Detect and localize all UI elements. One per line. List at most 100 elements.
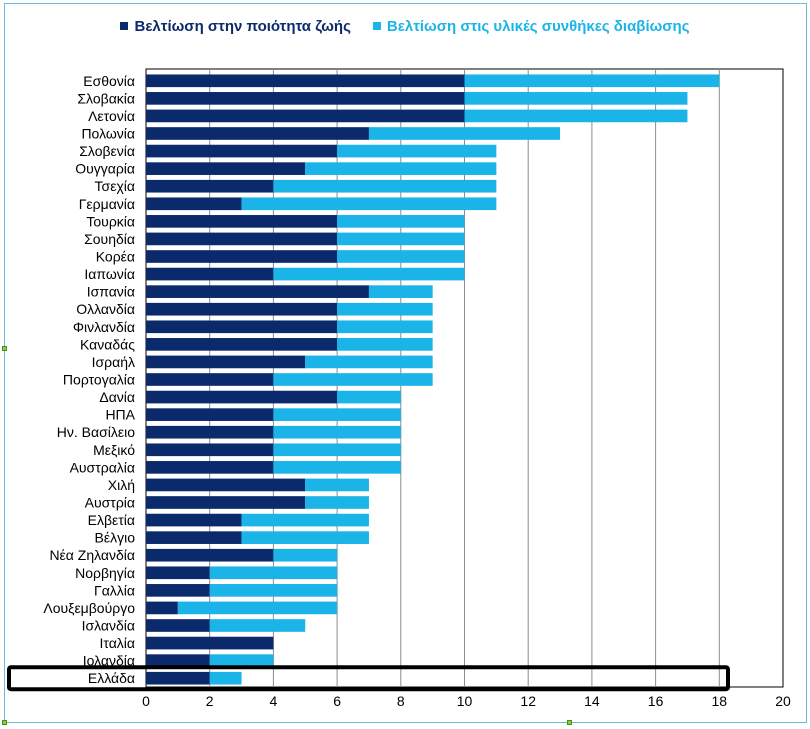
category-label-10: Κορέα [96, 249, 135, 265]
bar-29-series-0 [146, 584, 210, 597]
bar-34-series-1 [209, 671, 242, 685]
bar-13-series-0 [146, 302, 338, 316]
category-label-34: Ελλάδα [88, 670, 135, 686]
bar-22-series-1 [273, 461, 401, 474]
category-label-13: Ολλανδία [76, 301, 135, 317]
bar-14-series-1 [337, 320, 433, 334]
category-label-0: Εσθονία [83, 73, 135, 89]
legend: Βελτίωση στην ποιότητα ζωής Βελτίωση στι… [0, 15, 810, 37]
x-tick-label-10: 10 [457, 693, 473, 709]
category-label-8: Τουρκία [86, 213, 135, 229]
legend-item-material-conditions: Βελτίωση στις υλικές συνθήκες διαβίωσης [372, 15, 690, 37]
bar-9-series-1 [337, 232, 465, 246]
category-label-28: Νορβηγία [75, 565, 135, 581]
chart-frame [4, 3, 807, 723]
category-label-5: Ουγγαρία [75, 161, 135, 177]
category-label-24: Αυστρία [85, 495, 135, 511]
legend-swatch-quality-of-life [120, 22, 129, 30]
bar-15-series-0 [146, 338, 338, 351]
bar-17-series-1 [273, 373, 433, 386]
bar-1-series-1 [464, 92, 688, 105]
bar-18-series-0 [146, 390, 338, 404]
resize-handle-left[interactable] [2, 346, 7, 351]
bar-33-series-0 [146, 654, 210, 667]
x-tick-label-6: 6 [333, 693, 341, 709]
bar-23-series-1 [305, 478, 369, 492]
bar-18-series-1 [337, 390, 401, 404]
bar-6-series-1 [273, 179, 497, 193]
bar-16-series-0 [146, 355, 306, 369]
bar-4-series-0 [146, 144, 338, 158]
bar-8-series-1 [337, 215, 465, 228]
bar-22-series-0 [146, 461, 274, 474]
category-label-30: Λουξεμβούργο [43, 600, 135, 616]
category-label-22: Αυστραλία [70, 459, 135, 475]
bar-7-series-1 [241, 197, 497, 211]
bar-10-series-1 [337, 250, 465, 263]
bar-25-series-1 [241, 513, 369, 527]
bar-4-series-1 [337, 144, 497, 158]
bar-26-series-1 [241, 531, 369, 544]
bar-11-series-1 [273, 267, 465, 281]
category-label-1: Σλοβακία [77, 90, 135, 106]
bar-19-series-0 [146, 408, 274, 421]
bars [146, 74, 720, 685]
x-tick-label-4: 4 [270, 693, 278, 709]
legend-label-quality-of-life: Βελτίωση στην ποιότητα ζωής [134, 17, 351, 35]
bar-1-series-0 [146, 92, 465, 105]
x-tick-label-8: 8 [397, 693, 405, 709]
category-label-19: ΗΠΑ [105, 407, 135, 423]
category-label-33: Ιολανδία [83, 653, 135, 669]
category-label-32: Ιταλία [99, 635, 135, 651]
resize-handle-bottom-center[interactable] [567, 720, 572, 725]
x-tick-label-0: 0 [142, 693, 150, 709]
category-label-21: Μεξικό [93, 442, 135, 458]
x-tick-label-12: 12 [520, 693, 536, 709]
bar-5-series-1 [305, 162, 497, 175]
highlight-box [7, 665, 730, 692]
category-label-3: Πολωνία [81, 126, 135, 142]
bar-21-series-0 [146, 443, 274, 457]
category-label-4: Σλοβενία [79, 143, 135, 159]
bar-3-series-0 [146, 127, 369, 140]
bar-6-series-0 [146, 179, 274, 193]
x-tick-label-16: 16 [648, 693, 664, 709]
x-tick-label-20: 20 [775, 693, 791, 709]
bar-0-series-0 [146, 74, 465, 88]
x-tick-label-18: 18 [712, 693, 728, 709]
category-label-15: Καναδάς [80, 336, 135, 352]
category-label-26: Βέλγιο [95, 530, 136, 546]
bar-31-series-1 [209, 619, 306, 632]
bar-9-series-0 [146, 232, 338, 246]
bar-28-series-1 [209, 566, 338, 580]
bar-7-series-0 [146, 197, 242, 211]
bar-31-series-0 [146, 619, 210, 632]
bar-5-series-0 [146, 162, 306, 175]
bar-27-series-1 [273, 548, 338, 562]
bar-33-series-1 [209, 654, 274, 667]
legend-item-quality-of-life: Βελτίωση στην ποιότητα ζωής [120, 15, 351, 37]
bar-11-series-0 [146, 267, 274, 281]
bar-30-series-1 [177, 601, 338, 615]
resize-handle-bottom-left[interactable] [2, 720, 7, 725]
bar-28-series-0 [146, 566, 210, 580]
bar-23-series-0 [146, 478, 306, 492]
category-label-17: Πορτογαλία [63, 372, 135, 388]
category-label-14: Φινλανδία [73, 319, 135, 335]
bar-19-series-1 [273, 408, 401, 421]
category-label-29: Γαλλία [94, 582, 135, 598]
bar-24-series-1 [305, 496, 369, 509]
bar-20-series-1 [273, 425, 401, 439]
category-label-9: Σουηδία [84, 231, 135, 247]
category-label-2: Λετονία [88, 108, 135, 124]
category-label-20: Ην. Βασίλειο [57, 424, 135, 440]
bar-20-series-0 [146, 425, 274, 439]
category-label-31: Ισλανδία [82, 618, 135, 634]
category-label-18: Δανία [99, 389, 135, 405]
legend-swatch-material-conditions [372, 22, 381, 30]
category-label-7: Γερμανία [79, 196, 135, 212]
bar-16-series-1 [305, 355, 433, 369]
bar-21-series-1 [273, 443, 401, 457]
x-tick-label-2: 2 [206, 693, 214, 709]
